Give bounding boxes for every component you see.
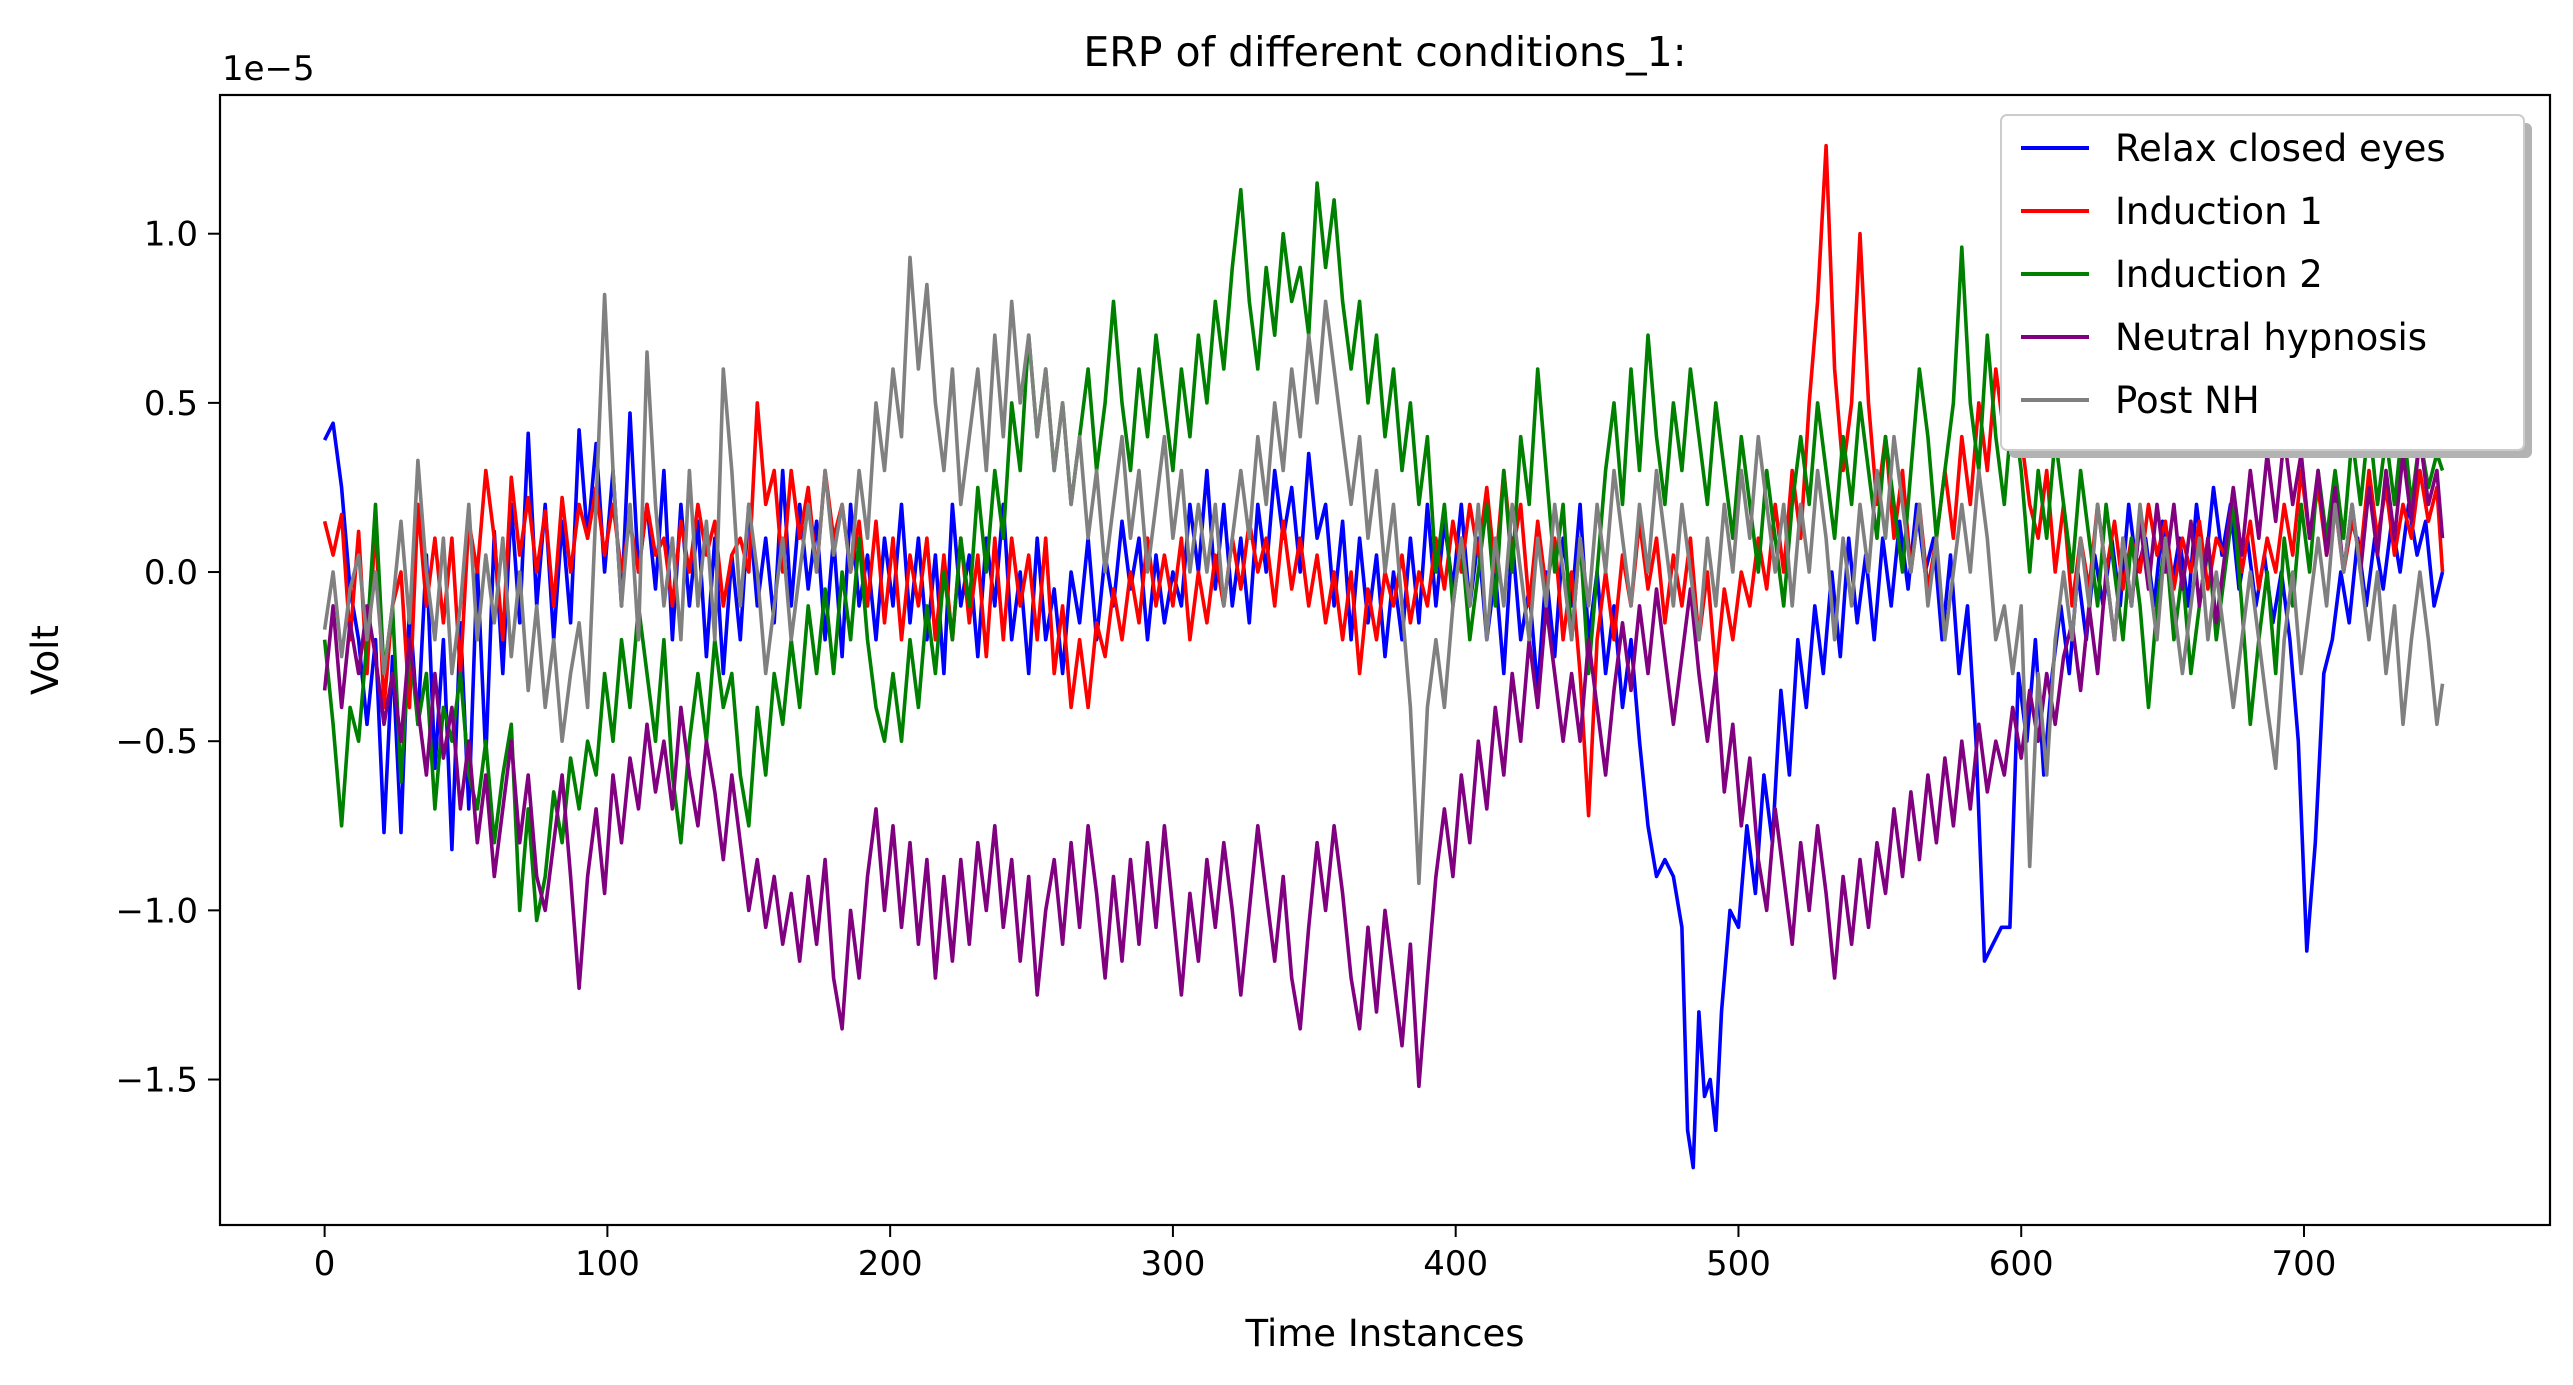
x-tick-label-2: 200	[858, 1244, 923, 1284]
x-tick-label-6: 600	[1989, 1244, 2054, 1284]
x-tick-label-1: 100	[575, 1244, 640, 1284]
x-axis: 0 100 200 300 400 500 600 700	[314, 1225, 2337, 1284]
legend-box	[2000, 114, 2525, 451]
series-line-3	[322, 434, 2445, 1089]
legend-label-2: Induction 2	[2115, 253, 2323, 296]
chart-title: ERP of different conditions_1:	[1083, 28, 1686, 76]
plot-area-frame	[218, 93, 2552, 1227]
x-tick-label-4: 400	[1423, 1244, 1488, 1284]
series-lines	[322, 143, 2445, 1170]
legend-label-4: Post NH	[2115, 379, 2260, 422]
legend-label-0: Relax closed eyes	[2115, 127, 2446, 170]
x-tick-label-3: 300	[1140, 1244, 1205, 1284]
y-offset-label: 1e−5	[222, 49, 315, 89]
legend-label-3: Neutral hypnosis	[2115, 316, 2427, 359]
y-tick-label-2: 0.0	[144, 553, 198, 593]
legend: Relax closed eyes Induction 1 Induction 2 N…	[2000, 114, 2532, 458]
x-axis-label: Time Instances	[1245, 1312, 1525, 1355]
x-tick-label-5: 500	[1706, 1244, 1771, 1284]
series-line-4	[322, 255, 2445, 886]
x-tick-label-7: 700	[2272, 1244, 2337, 1284]
y-tick-label-4: −1.0	[115, 891, 198, 931]
y-axis: 1.0 0.5 0.0 −0.5 −1.0 −1.5	[115, 215, 220, 1101]
y-tick-label-0: 1.0	[144, 215, 198, 255]
y-tick-label-1: 0.5	[144, 384, 198, 424]
legend-label-1: Induction 1	[2115, 190, 2323, 233]
x-tick-label-0: 0	[314, 1244, 336, 1284]
y-axis-label: Volt	[24, 625, 67, 695]
y-tick-label-5: −1.5	[115, 1061, 198, 1101]
y-tick-label-3: −0.5	[115, 722, 198, 762]
